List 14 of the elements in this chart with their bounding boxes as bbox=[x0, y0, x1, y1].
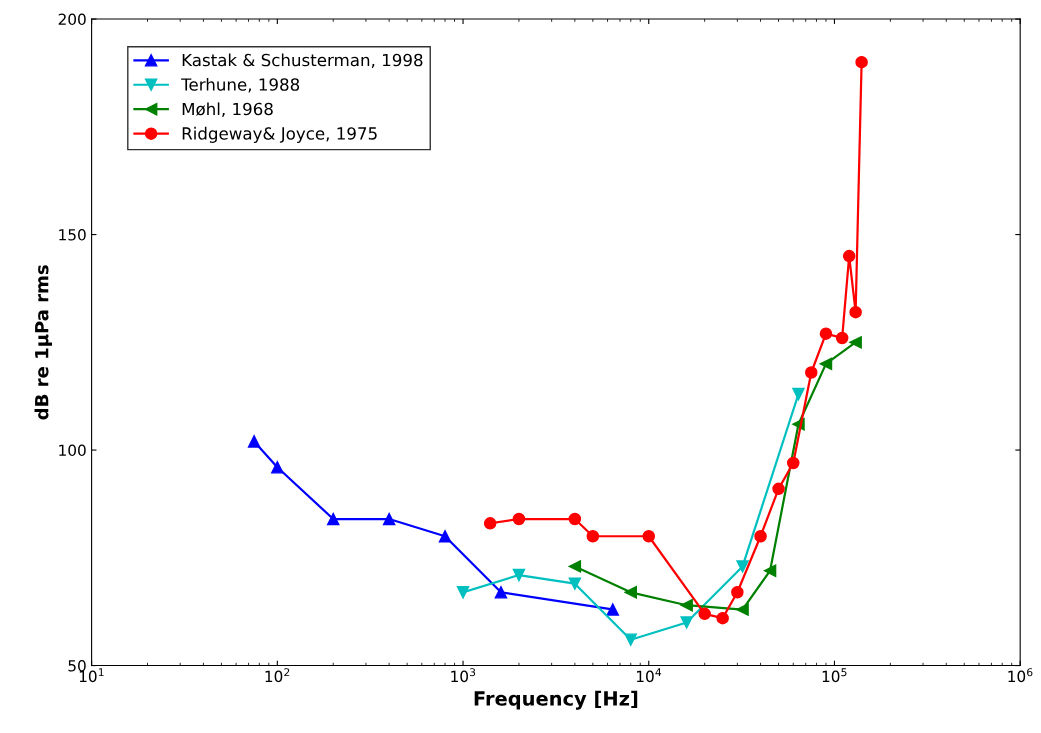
x-tick-label: 10$^{2}$ bbox=[265, 668, 290, 683]
y-axis-title: dB re 1µPa rms bbox=[34, 265, 53, 420]
legend-label: Ridgeway& Joyce, 1975 bbox=[182, 126, 377, 143]
legend-label: Terhune, 1988 bbox=[181, 77, 300, 93]
y-tick-label: 200 bbox=[58, 13, 86, 26]
x-tick-label: 10$^{6}$ bbox=[1008, 668, 1033, 683]
legend-label: Kastak & Schusterman, 1998 bbox=[182, 53, 423, 69]
legend-label: Møhl, 1968 bbox=[182, 102, 273, 117]
x-tick-label: 10$^{3}$ bbox=[451, 668, 476, 683]
x-tick-label: 10$^{4}$ bbox=[636, 668, 662, 683]
y-tick-label: 100 bbox=[59, 444, 86, 457]
x-axis-title: Frequency [Hz] bbox=[474, 690, 638, 710]
y-tick-label: 150 bbox=[59, 229, 86, 241]
x-tick-label: 10$^{5}$ bbox=[822, 668, 847, 683]
